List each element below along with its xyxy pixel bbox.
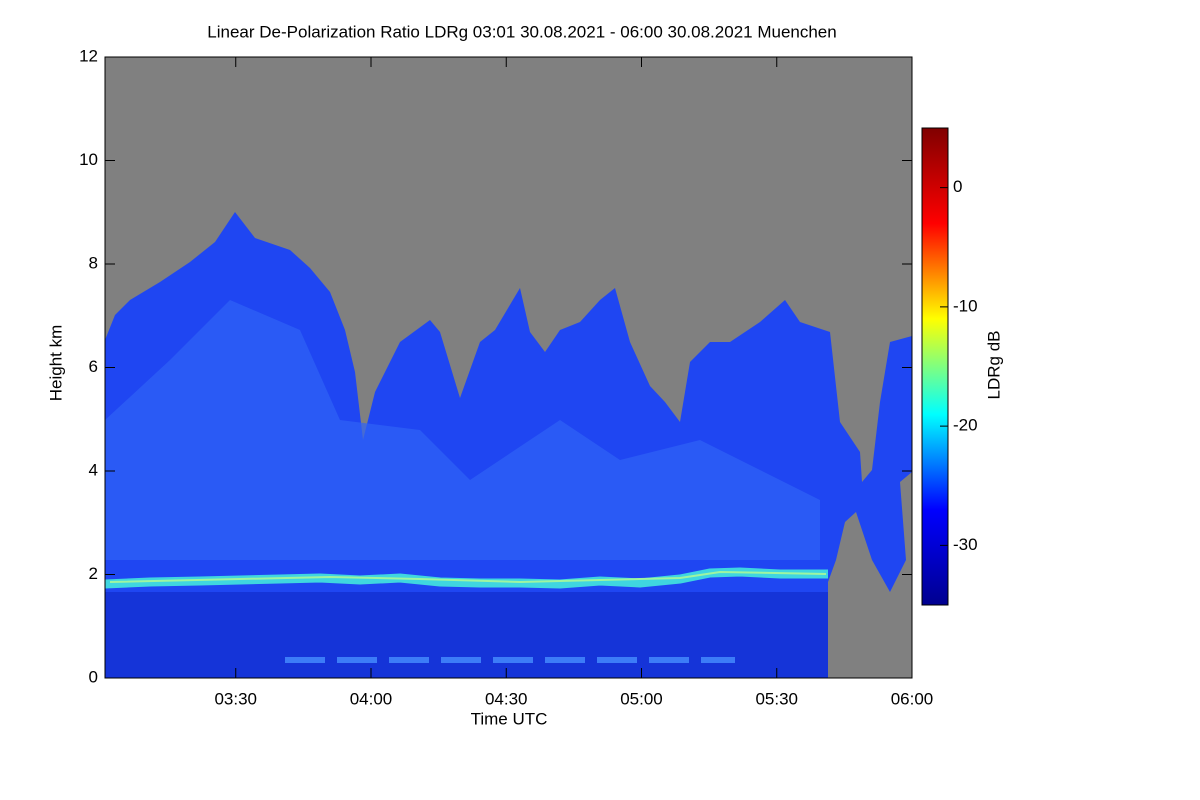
- echo-lower: [105, 592, 828, 678]
- x-axis-label: Time UTC: [471, 709, 548, 728]
- y-tick-label: 8: [89, 253, 98, 272]
- colorbar-tick-label: 0: [953, 177, 962, 196]
- y-tick-label: 12: [79, 46, 98, 65]
- x-tick-label: 03:30: [214, 689, 257, 708]
- y-tick-label: 4: [89, 460, 98, 479]
- colorbar-tick-label: -10: [953, 296, 978, 315]
- x-tick-label: 06:00: [891, 689, 934, 708]
- y-tick-label: 10: [79, 150, 98, 169]
- colorbar-tick-label: -20: [953, 416, 978, 435]
- x-tick-label: 04:30: [485, 689, 528, 708]
- y-axis-label: Height km: [46, 325, 65, 402]
- heatmap: [105, 57, 912, 678]
- echo-region: [105, 212, 912, 678]
- echo-layer-core: [109, 570, 827, 584]
- y-tick-label: 6: [89, 357, 98, 376]
- colorbar-tick-label: -30: [953, 535, 978, 554]
- x-tick-label: 04:00: [350, 689, 393, 708]
- x-tick-label: 05:00: [620, 689, 663, 708]
- y-tick-label: 2: [89, 564, 98, 583]
- x-tick-label: 05:30: [755, 689, 798, 708]
- colorbar-label: LDRg dB: [984, 331, 1003, 400]
- chart-title: Linear De-Polarization Ratio LDRg 03:01 …: [207, 22, 836, 41]
- colorbar: [921, 127, 949, 606]
- y-tick-label: 0: [89, 667, 98, 686]
- echo-upper-light: [105, 300, 820, 560]
